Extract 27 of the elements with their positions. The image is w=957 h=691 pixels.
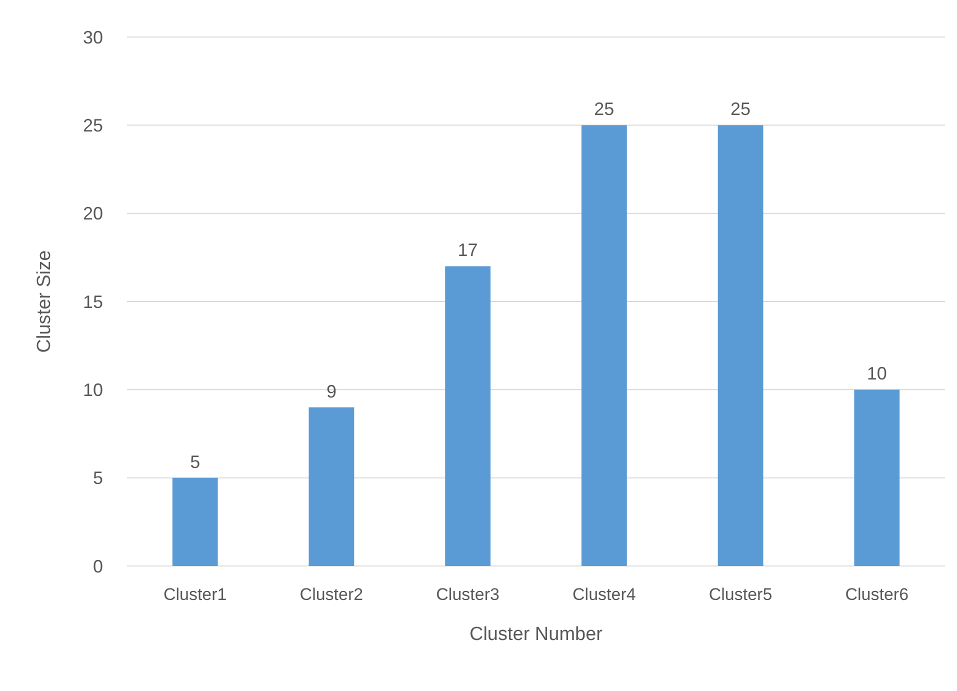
- data-label: 17: [458, 240, 478, 260]
- bar: [445, 266, 491, 566]
- x-tick-label: Cluster3: [436, 585, 500, 604]
- y-tick-label: 30: [82, 27, 103, 48]
- y-tick-label: 20: [82, 204, 103, 224]
- x-tick-label: Cluster2: [300, 585, 364, 604]
- data-label: 5: [190, 452, 200, 472]
- bar: [718, 125, 764, 566]
- y-tick-label: 10: [82, 380, 103, 400]
- y-tick-label: 0: [92, 556, 103, 576]
- y-axis-title: Cluster Size: [34, 250, 55, 353]
- x-tick-label: Cluster1: [163, 585, 227, 604]
- data-label: 10: [866, 364, 887, 384]
- data-label: 25: [730, 99, 751, 120]
- bar: [308, 407, 354, 566]
- x-axis-title: Cluster Number: [469, 624, 604, 645]
- bar: [854, 390, 900, 566]
- data-label: 9: [326, 381, 336, 402]
- bar: [172, 478, 218, 566]
- x-tick-label: Cluster5: [708, 585, 772, 604]
- bar: [581, 125, 627, 566]
- y-tick-label: 5: [92, 468, 103, 488]
- x-tick-label: Cluster6: [845, 585, 909, 604]
- y-tick-label: 15: [82, 292, 103, 312]
- data-label: 25: [594, 99, 614, 120]
- y-tick-label: 25: [82, 115, 103, 136]
- x-tick-label: Cluster4: [572, 585, 636, 604]
